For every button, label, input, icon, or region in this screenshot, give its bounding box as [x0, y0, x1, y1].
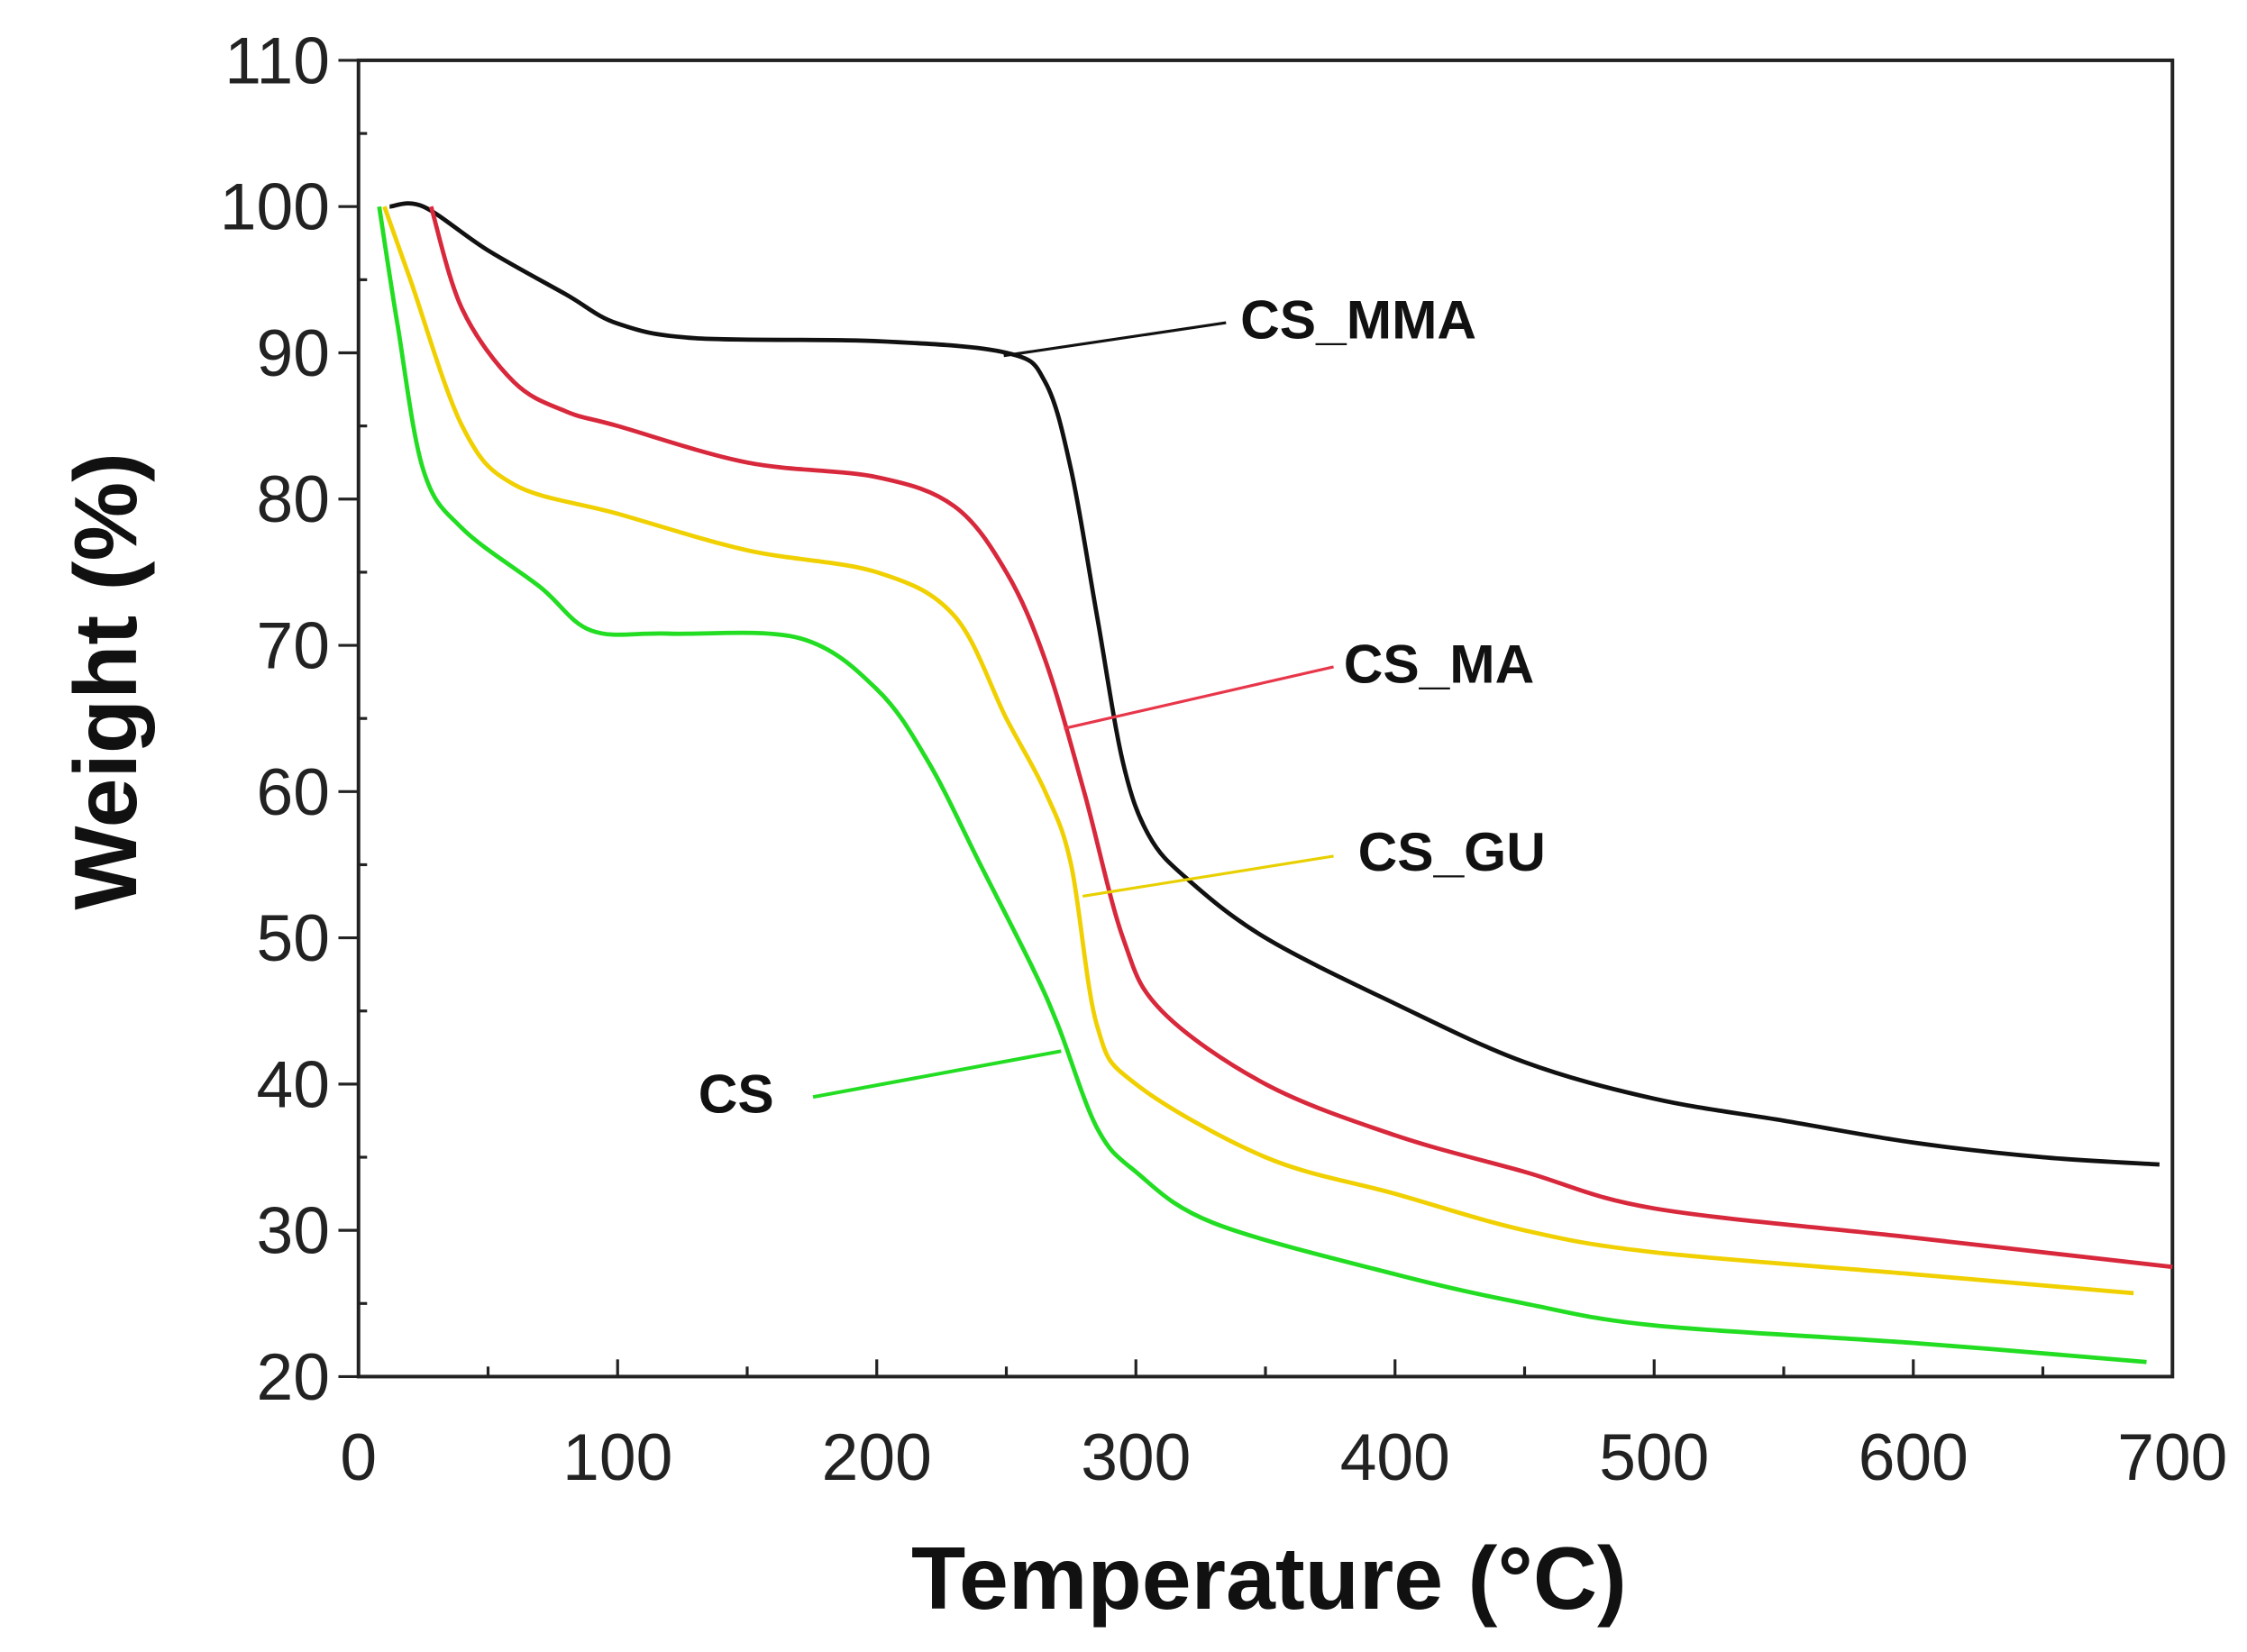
plot-frame	[356, 58, 2175, 1379]
y-tick-label: 50	[257, 901, 330, 975]
y-tick-label: 20	[257, 1340, 330, 1414]
y-tick-label: 110	[224, 23, 330, 97]
x-tick-label: 200	[822, 1420, 932, 1494]
label-cs-ma: CS_MA	[1344, 633, 1535, 694]
y-tick-label: 30	[257, 1194, 330, 1268]
annotation-leader-cs-mma	[1003, 321, 1227, 358]
series-line-cs-ma	[428, 205, 2173, 1270]
x-tick-label: 400	[1340, 1420, 1450, 1494]
axes: 0 100 200 300 400 500 600 700 20 30 40 50 60 70 80 90 10…	[220, 23, 2227, 1494]
x-tick-label: 300	[1081, 1420, 1191, 1494]
annotations: CS_MMA CS_MA CS_GU CS	[699, 289, 1546, 1125]
label-cs-mma: CS_MMA	[1240, 289, 1476, 351]
annotation-leader-cs	[812, 1049, 1062, 1100]
y-tick-label: 90	[257, 316, 330, 390]
y-tick-label: 100	[220, 170, 330, 244]
y-tick-label: 70	[257, 608, 330, 682]
label-cs: CS	[699, 1063, 774, 1125]
annotation-leader-cs-ma	[1064, 665, 1334, 730]
x-tick-label: 0	[340, 1420, 377, 1494]
series-line-cs	[377, 205, 2147, 1364]
x-tick-label: 500	[1599, 1420, 1709, 1494]
x-tick-label: 100	[562, 1420, 672, 1494]
label-cs-gu: CS_GU	[1358, 821, 1546, 882]
series-line-cs-gu	[382, 205, 2134, 1296]
y-tick-label: 80	[257, 462, 330, 536]
x-tick-label: 600	[1859, 1420, 1968, 1494]
x-axis-label: Temperature (°C)	[911, 1529, 1627, 1628]
series-line-cs-mma	[388, 201, 2160, 1167]
y-tick-label: 40	[257, 1047, 330, 1121]
y-tick-label: 60	[257, 755, 330, 829]
series-lines	[377, 201, 2173, 1364]
x-tick-label: 700	[2117, 1420, 2227, 1494]
annotation-leader-cs-gu	[1082, 854, 1334, 899]
y-axis-label: Weight (%)	[56, 452, 155, 910]
